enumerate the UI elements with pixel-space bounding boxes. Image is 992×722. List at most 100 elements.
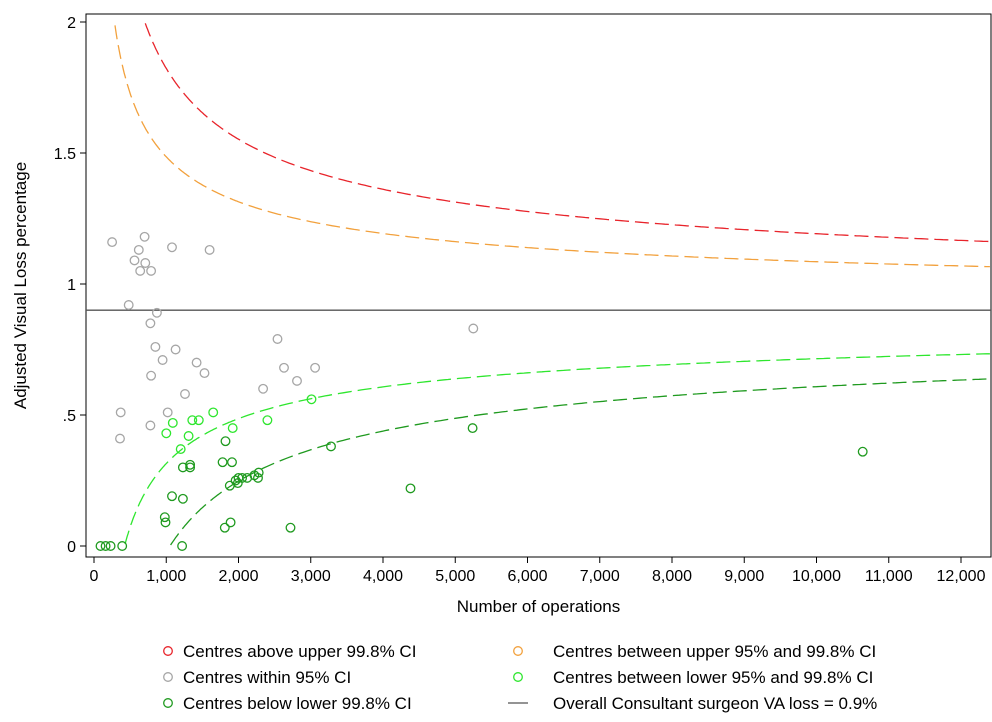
data-point <box>258 383 269 394</box>
y-axis: 0 .5 1 1.5 2 <box>54 15 86 556</box>
data-point <box>160 517 171 528</box>
data-point <box>253 467 264 478</box>
legend-marker <box>163 698 173 708</box>
data-point <box>292 375 302 386</box>
data-point <box>139 231 150 242</box>
data-point <box>468 323 479 334</box>
data-point <box>208 407 219 418</box>
legend-marker <box>163 672 173 682</box>
x-tick-label: 1,000 <box>146 568 186 585</box>
data-point <box>224 480 235 491</box>
data-point <box>115 407 126 418</box>
y-tick-label: 2 <box>67 15 76 32</box>
x-axis-title: Number of operations <box>457 597 620 616</box>
control-limit-curves <box>114 23 990 546</box>
data-point <box>146 370 157 381</box>
data-point <box>220 436 231 447</box>
data-point <box>140 258 151 268</box>
data-point <box>117 541 128 551</box>
data-point <box>157 355 168 365</box>
legend-label: Centres between lower 95% and 99.8% CI <box>553 668 873 687</box>
data-point <box>167 491 177 502</box>
data-point <box>129 255 140 266</box>
data-point <box>185 462 196 473</box>
x-tick-label: 12,000 <box>937 568 986 585</box>
data-point <box>177 493 188 504</box>
legend-label: Centres below lower 99.8% CI <box>183 694 412 713</box>
data-point <box>123 300 134 310</box>
legend-marker <box>163 646 173 656</box>
data-point <box>107 237 118 248</box>
x-tick-label: 7,000 <box>580 568 620 585</box>
y-axis-title: Adjusted Visual Loss percentage <box>11 162 30 409</box>
x-tick-label: 2,000 <box>218 568 258 585</box>
upper-95-limit-curve <box>114 25 990 268</box>
data-point <box>230 475 241 486</box>
data-point <box>262 415 273 426</box>
data-point <box>100 541 111 551</box>
x-tick-label: 11,000 <box>865 568 913 585</box>
data-point <box>227 423 238 434</box>
data-point <box>232 478 243 489</box>
data-points <box>95 231 868 551</box>
upper-99-8-limit-curve <box>144 23 990 243</box>
lower-95-limit-curve <box>124 353 990 545</box>
plot-border <box>85 13 992 558</box>
data-point <box>151 307 162 318</box>
x-tick-label: 3,000 <box>291 568 331 585</box>
data-point <box>180 389 190 399</box>
legend-marker <box>513 646 523 656</box>
data-point <box>326 441 336 452</box>
data-point <box>467 423 478 434</box>
data-point <box>306 394 317 405</box>
legend-label: Centres within 95% CI <box>183 668 351 687</box>
x-tick-label: 4,000 <box>363 568 403 585</box>
x-axis: 0 1,000 2,000 3,000 4,000 5,000 6,000 7,000 8,00… <box>90 557 986 585</box>
lower-99-8-limit-curve <box>170 378 990 546</box>
data-point <box>183 431 194 441</box>
data-point <box>105 541 116 551</box>
data-point <box>177 541 188 551</box>
data-point <box>253 472 263 483</box>
data-point <box>135 265 146 276</box>
data-point <box>405 483 416 494</box>
data-point <box>857 446 868 457</box>
y-tick-label: 1 <box>67 277 76 294</box>
x-tick-label: 10,000 <box>792 568 841 585</box>
data-point <box>272 334 283 344</box>
data-point <box>170 344 181 355</box>
data-point <box>187 415 198 426</box>
x-tick-label: 5,000 <box>435 568 475 585</box>
data-point <box>162 407 173 418</box>
data-point <box>145 420 156 431</box>
data-point <box>146 265 157 276</box>
data-point <box>167 417 178 428</box>
data-point <box>285 522 296 533</box>
data-point <box>227 457 237 468</box>
legend-label: Overall Consultant surgeon VA loss = 0.9… <box>553 694 877 713</box>
x-tick-label: 0 <box>90 568 99 585</box>
legend-marker <box>513 672 523 682</box>
data-point <box>115 433 125 444</box>
legend-label: Centres between upper 95% and 99.8% CI <box>553 642 876 661</box>
data-point <box>175 444 186 455</box>
data-point <box>167 242 177 253</box>
x-tick-label: 8,000 <box>652 568 692 585</box>
data-point <box>159 512 170 523</box>
x-tick-label: 9,000 <box>724 568 764 585</box>
data-point <box>177 462 188 473</box>
legend: Centres above upper 99.8% CI Centres betw… <box>163 642 877 713</box>
data-point <box>219 522 230 533</box>
data-point <box>199 368 210 379</box>
data-point <box>310 362 321 373</box>
y-tick-label: .5 <box>63 408 76 425</box>
data-point <box>191 357 202 368</box>
data-point <box>279 362 289 373</box>
data-point <box>95 541 106 551</box>
plot-frame <box>85 13 992 558</box>
data-point <box>217 457 228 468</box>
y-tick-label: 0 <box>67 539 76 556</box>
data-point <box>193 415 204 426</box>
data-point <box>225 517 236 528</box>
